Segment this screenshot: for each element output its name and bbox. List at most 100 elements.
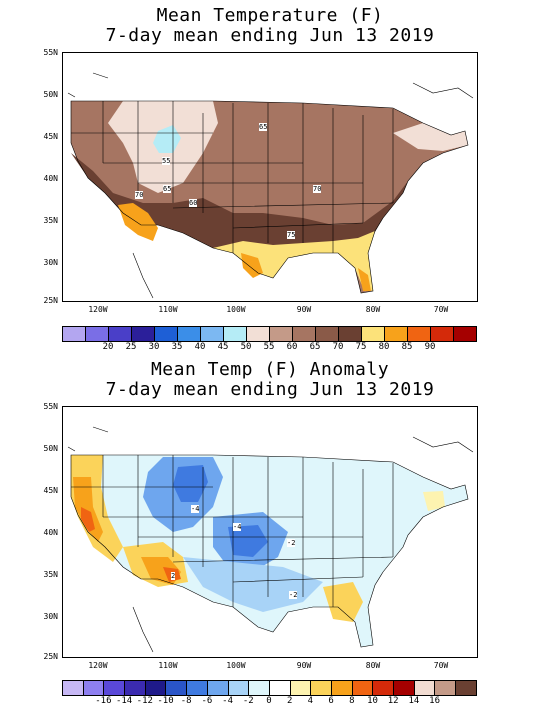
- colorbar-swatch: [201, 327, 224, 341]
- colorbar-label: -12: [136, 696, 153, 706]
- colorbar-swatch: [454, 327, 476, 341]
- contour-label: 70: [135, 191, 144, 199]
- top-colorbar: [62, 326, 477, 342]
- contour-label: 70: [313, 185, 322, 193]
- lon-label: 70W: [433, 661, 449, 670]
- colorbar-label: 30: [148, 342, 160, 352]
- contour-label: 55: [162, 157, 171, 165]
- colorbar-label: -10: [157, 696, 174, 706]
- hot-anomaly-california: [81, 507, 95, 532]
- colorbar-swatch: [385, 327, 408, 341]
- colorbar-swatch: [104, 681, 126, 695]
- hot-region-gulf: [213, 231, 375, 291]
- colorbar-label: 70: [332, 342, 344, 352]
- colorbar-swatch: [166, 681, 188, 695]
- colorbar-label: -6: [201, 696, 213, 706]
- lon-label: 120W: [88, 305, 108, 314]
- colorbar-label: 4: [307, 696, 314, 706]
- bottom-map-panel: -4 -4 -2 -2 2: [62, 406, 478, 658]
- colorbar-label: 40: [194, 342, 206, 352]
- colorbar-swatch: [247, 327, 270, 341]
- contour-label: 75: [287, 231, 296, 239]
- colorbar-swatch: [109, 327, 132, 341]
- contour-label: -2: [287, 539, 296, 547]
- colorbar-swatch: [249, 681, 270, 695]
- colorbar-swatch: [408, 327, 431, 341]
- colorbar-label: 8: [349, 696, 355, 706]
- top-title-line2: 7-day mean ending Jun 13 2019: [105, 25, 435, 46]
- colorbar-swatch: [83, 681, 105, 695]
- contour-label: 65: [163, 185, 172, 193]
- colorbar-swatch: [63, 681, 84, 695]
- lon-label: 120W: [88, 661, 108, 670]
- colorbar-swatch: [207, 681, 229, 695]
- cool-region-northeast: [393, 123, 468, 151]
- colorbar-label: 80: [378, 342, 390, 352]
- bottom-map-svg: [67, 426, 474, 653]
- lon-label: 90W: [296, 661, 312, 670]
- colorbar-swatch: [293, 327, 316, 341]
- colorbar-swatch: [178, 327, 201, 341]
- colorbar-label: -16: [95, 696, 112, 706]
- lat-label: 40N: [43, 528, 58, 537]
- colorbar-label: -14: [115, 696, 133, 706]
- lat-label: 45N: [43, 132, 58, 141]
- lat-label: 50N: [43, 444, 58, 453]
- colorbar-swatch: [316, 327, 339, 341]
- contour-label: 2: [171, 572, 176, 580]
- cold-anomaly-plains-core: [228, 525, 268, 557]
- colorbar-swatch: [373, 681, 394, 695]
- colorbar-swatch: [394, 681, 415, 695]
- colorbar-label: -2: [242, 696, 254, 706]
- colorbar-swatch: [125, 681, 146, 695]
- state-borders: [70, 454, 469, 648]
- colorbar-swatch: [270, 327, 293, 341]
- lat-label: 35N: [43, 216, 58, 225]
- lon-label: 80W: [365, 661, 381, 670]
- colorbar-swatch: [187, 681, 208, 695]
- colorbar-label: 65: [309, 342, 321, 352]
- colorbar-swatch: [290, 681, 312, 695]
- lon-label: 70W: [433, 305, 449, 314]
- lon-label: 90W: [296, 305, 312, 314]
- colorbar-label: 25: [125, 342, 137, 352]
- colorbar-swatch: [311, 681, 332, 695]
- lat-label: 30N: [43, 258, 58, 267]
- colorbar-label: 10: [367, 696, 378, 706]
- colorbar-label: 20: [102, 342, 114, 352]
- contour-label: -4: [191, 505, 200, 513]
- hot-region-texas: [241, 253, 263, 278]
- lat-label: 25N: [43, 296, 58, 305]
- lat-label: 40N: [43, 174, 58, 183]
- bottom-colorbar: [62, 680, 477, 696]
- colorbar-label: 60: [286, 342, 298, 352]
- bottom-title-line2: 7-day mean ending Jun 13 2019: [105, 379, 435, 400]
- top-map-panel: 55 60 65 65 70 70 75: [62, 52, 478, 302]
- contour-label: 65: [259, 123, 268, 131]
- colorbar-swatch: [155, 327, 178, 341]
- colorbar-label: 14: [408, 696, 420, 706]
- colorbar-swatch: [339, 327, 362, 341]
- colorbar-label: 75: [355, 342, 367, 352]
- colorbar-label: 12: [387, 696, 399, 706]
- bottom-title-line1: Mean Temp (F) Anomaly: [150, 359, 390, 380]
- coastlines: [67, 426, 474, 653]
- lat-label: 55N: [43, 48, 58, 57]
- colorbar-swatch: [145, 681, 167, 695]
- colorbar-label: 6: [328, 696, 334, 706]
- cold-anomaly-core: [173, 465, 208, 502]
- colorbar-swatch: [431, 327, 454, 341]
- colorbar-label: 90: [424, 342, 436, 352]
- lat-label: 50N: [43, 90, 58, 99]
- contour-label: -2: [289, 591, 298, 599]
- lon-label: 100W: [226, 661, 246, 670]
- colorbar-swatch: [352, 681, 374, 695]
- cool-anomaly-south: [183, 557, 323, 612]
- warm-anomaly-northeast: [423, 491, 445, 511]
- colorbar-label: 55: [263, 342, 275, 352]
- colorbar-swatch: [224, 327, 247, 341]
- colorbar-label: 35: [171, 342, 183, 352]
- top-title-line1: Mean Temperature (F): [156, 5, 384, 26]
- contour-label: -4: [233, 523, 242, 531]
- colorbar-label: 50: [240, 342, 252, 352]
